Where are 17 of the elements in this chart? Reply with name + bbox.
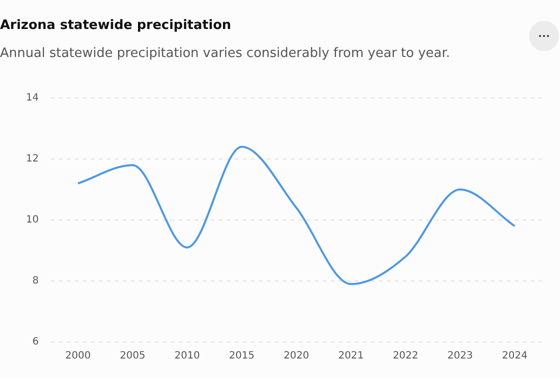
y-tick-label: 12 <box>26 154 39 165</box>
x-tick-label: 2005 <box>120 350 146 362</box>
x-tick-label: 2000 <box>65 350 91 362</box>
chart-title: Arizona statewide precipitation <box>0 18 232 33</box>
x-tick-label: 2021 <box>338 350 364 362</box>
x-tick-label: 2010 <box>174 350 200 362</box>
line-series <box>77 146 516 286</box>
x-tick-label: 2020 <box>284 350 310 362</box>
chart-subtitle: Annual statewide precipitation varies considerably from year to year. <box>0 46 450 61</box>
x-tick-label: 2023 <box>447 350 473 362</box>
x-tick-label: 2022 <box>392 350 418 362</box>
y-tick-label: 10 <box>26 214 39 226</box>
y-tick-label: 8 <box>32 276 39 287</box>
y-tick-label: 6 <box>32 336 39 348</box>
x-tick-label: 2024 <box>502 350 528 362</box>
y-tick-label: 14 <box>26 92 39 104</box>
x-tick-label: 2015 <box>229 350 255 362</box>
